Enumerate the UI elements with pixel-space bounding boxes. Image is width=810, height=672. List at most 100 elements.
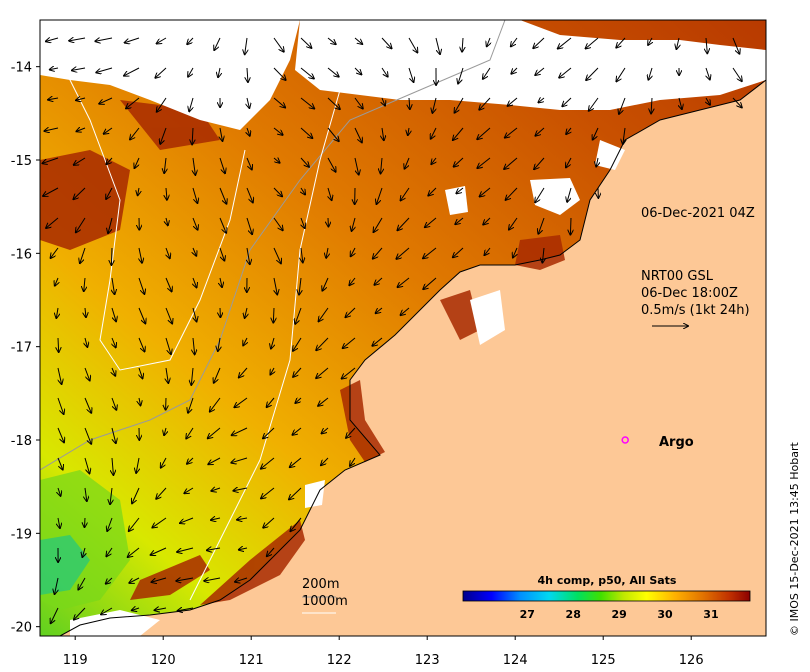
current-arrow	[245, 37, 247, 54]
x-tick-label: 125	[591, 653, 616, 668]
current-arrow	[135, 157, 140, 168]
current-arrow	[261, 487, 275, 498]
cool-water-core	[40, 535, 90, 595]
current-arrow	[165, 277, 172, 291]
current-arrow	[596, 157, 598, 166]
current-arrow	[192, 217, 198, 230]
current-arrow	[570, 217, 571, 235]
current-arrow	[57, 397, 64, 414]
current-arrow	[112, 337, 116, 347]
current-arrow	[43, 187, 59, 196]
current-arrow	[218, 67, 220, 77]
colorbar-tick-label: 29	[611, 608, 626, 621]
current-arrow	[187, 457, 194, 464]
current-arrow	[398, 277, 410, 287]
current-arrow	[425, 217, 437, 227]
current-arrow	[263, 427, 275, 438]
current-arrow	[85, 487, 87, 501]
y-tick-label: -14	[11, 61, 32, 76]
current-arrow	[211, 518, 221, 520]
current-arrow	[408, 37, 417, 52]
current-arrow	[619, 97, 626, 114]
current-arrow	[706, 37, 707, 53]
current-arrow	[85, 307, 86, 317]
current-arrow	[676, 37, 679, 49]
current-arrow	[165, 307, 172, 323]
current-arrow	[124, 67, 140, 76]
current-arrow	[111, 427, 116, 443]
current-arrow	[616, 37, 626, 48]
current-arrow	[273, 67, 286, 80]
current-arrow	[534, 157, 545, 169]
current-arrow	[111, 307, 116, 321]
current-arrow	[567, 187, 572, 202]
current-arrow	[177, 547, 194, 552]
current-arrow	[273, 307, 274, 323]
current-arrow	[138, 277, 144, 294]
current-arrow	[152, 577, 167, 582]
current-arrow	[511, 67, 518, 74]
current-arrow	[322, 427, 329, 433]
current-arrow	[321, 457, 329, 465]
current-arrow	[164, 157, 166, 173]
current-arrow	[166, 247, 170, 258]
y-tick-label: -18	[11, 434, 32, 449]
current-arrow	[208, 457, 221, 464]
current-arrow	[176, 578, 194, 581]
current-arrow	[479, 97, 491, 110]
current-arrow	[207, 548, 221, 550]
current-arrow	[273, 187, 282, 196]
current-arrow	[293, 367, 302, 377]
current-arrow	[432, 97, 436, 113]
imos-credit: © IMOS 15-Dec-2021 13:45 Hobart	[788, 442, 801, 636]
current-arrow	[431, 157, 436, 164]
current-arrow	[204, 578, 221, 581]
current-arrow	[178, 608, 194, 611]
current-arrow	[290, 457, 302, 467]
y-tick-label: -17	[11, 341, 32, 356]
current-arrow	[155, 608, 167, 610]
contour-1000m-line	[189, 39, 351, 601]
current-arrow	[372, 337, 383, 346]
current-arrow	[381, 157, 382, 173]
current-arrow	[300, 37, 311, 48]
current-arrow	[289, 487, 302, 499]
x-axis: 119 120 121 122 123 124 125 126	[63, 636, 704, 668]
current-arrow	[274, 277, 277, 294]
argo-float-marker[interactable]	[621, 436, 629, 444]
current-arrow	[293, 337, 302, 351]
current-arrow	[112, 367, 115, 376]
current-arrow	[85, 337, 87, 347]
current-arrow	[706, 67, 710, 79]
current-arrow	[157, 37, 167, 43]
current-arrow	[346, 427, 356, 438]
current-arrow	[506, 187, 518, 200]
current-arrow	[188, 67, 194, 77]
current-arrow	[267, 547, 275, 556]
x-tick-label: 123	[415, 653, 440, 668]
current-arrow	[219, 247, 224, 261]
current-arrow	[292, 427, 302, 435]
current-arrow	[192, 127, 193, 144]
current-arrow	[106, 577, 113, 584]
current-arrow	[231, 457, 248, 463]
current-arrow	[477, 127, 491, 139]
current-arrow	[84, 517, 85, 527]
current-arrow	[327, 127, 339, 141]
current-arrow	[322, 277, 329, 291]
current-arrow	[246, 157, 252, 169]
current-arrow	[214, 367, 221, 383]
current-arrow	[354, 157, 359, 175]
current-arrow	[138, 187, 139, 195]
current-arrow	[535, 67, 545, 75]
current-arrow	[504, 157, 518, 169]
current-arrow	[616, 67, 626, 81]
current-arrow	[247, 247, 250, 264]
current-arrow	[48, 98, 59, 100]
current-arrow	[273, 158, 280, 163]
current-arrow	[318, 397, 329, 406]
current-arrow	[132, 487, 140, 503]
current-arrow	[112, 277, 115, 294]
current-arrow	[187, 37, 194, 44]
current-arrow	[155, 67, 167, 78]
